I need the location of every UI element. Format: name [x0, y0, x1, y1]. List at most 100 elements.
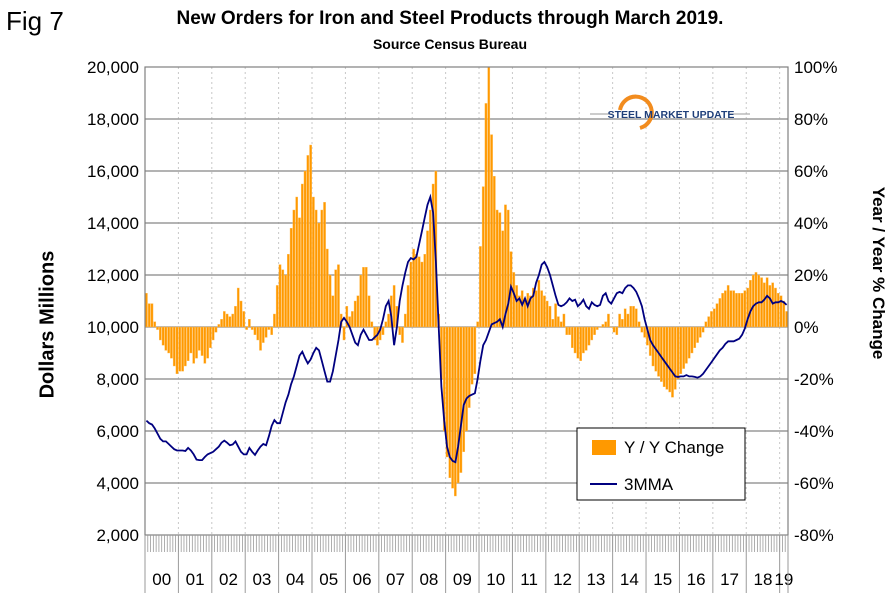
yoy-bar — [145, 293, 148, 328]
yoy-bar — [621, 319, 624, 328]
yoy-bar — [643, 326, 646, 338]
yoy-bar — [545, 300, 549, 328]
yoy-bar — [582, 326, 585, 354]
yoy-bar — [462, 326, 466, 453]
x-tick-label: 01 — [186, 570, 205, 589]
yoy-bar — [746, 287, 749, 328]
yoy-bar — [749, 280, 752, 328]
yoy-bar — [662, 326, 666, 387]
yoy-bar — [476, 321, 479, 328]
yoy-bar — [473, 326, 477, 374]
x-tick-label: 18 — [753, 570, 772, 589]
yoy-bar — [184, 326, 187, 367]
yoy-bar — [206, 326, 209, 359]
yoy-bar — [618, 313, 621, 328]
yoy-bar — [170, 326, 173, 359]
yoy-bar — [726, 285, 730, 328]
yoy-bar — [381, 326, 385, 336]
yoy-bar — [186, 326, 190, 361]
yoy-bar — [501, 230, 504, 328]
x-tick-label: 14 — [620, 570, 639, 589]
yoy-bar — [423, 253, 427, 328]
yoy-bar — [429, 209, 432, 328]
legend-bar-swatch — [592, 440, 616, 455]
yoy-bar — [309, 144, 312, 328]
yoy-bar — [278, 264, 282, 328]
yoy-bar — [740, 293, 744, 328]
yoy-bar — [415, 253, 418, 328]
y-tick-label: 2,000 — [96, 526, 139, 545]
yoy-bar — [270, 326, 273, 336]
y2-tick-label: 100% — [794, 58, 837, 77]
yoy-bar — [161, 326, 165, 346]
yoy-bar — [615, 326, 619, 336]
yoy-bar — [192, 326, 196, 364]
yoy-bar — [754, 272, 758, 328]
yoy-bar — [470, 326, 474, 385]
x-tick-label: 03 — [252, 570, 271, 589]
yoy-bar — [456, 326, 460, 484]
yoy-bar — [506, 209, 510, 328]
yoy-bar — [167, 326, 170, 354]
yoy-bar — [699, 326, 702, 338]
yoy-bar — [209, 326, 212, 348]
yoy-bar — [665, 326, 669, 390]
yoy-bar — [604, 321, 607, 328]
yoy-bar — [264, 326, 268, 338]
yoy-bar — [601, 324, 605, 328]
yoy-bar — [704, 321, 708, 328]
x-tick-label: 08 — [419, 570, 438, 589]
yoy-bar — [334, 269, 337, 328]
yoy-bar — [448, 326, 452, 479]
yoy-bar — [181, 326, 184, 372]
yoy-bar — [687, 326, 691, 359]
yoy-bar — [328, 274, 332, 328]
yoy-bar — [197, 326, 201, 351]
y-tick-label: 14,000 — [87, 214, 139, 233]
yoy-bar — [765, 277, 769, 328]
x-tick-label: 09 — [453, 570, 472, 589]
yoy-bar — [626, 313, 630, 328]
yoy-bar — [493, 175, 496, 328]
yoy-bar — [710, 311, 713, 328]
yoy-bar — [245, 326, 248, 330]
yoy-bar — [217, 324, 221, 328]
yoy-bar — [512, 272, 516, 328]
yoy-bar — [384, 321, 388, 328]
yoy-bar — [314, 209, 318, 328]
yoy-bar — [635, 308, 638, 328]
yoy-bar — [451, 326, 454, 489]
yoy-bar — [543, 295, 546, 328]
yoy-bar — [782, 300, 786, 328]
yoy-bar — [356, 295, 360, 328]
yoy-bar — [211, 326, 215, 341]
yoy-bar — [565, 326, 568, 336]
yoy-bar — [303, 170, 307, 328]
yoy-bar — [690, 326, 694, 354]
yoy-bar — [774, 287, 777, 328]
yoy-bar — [231, 313, 234, 328]
yoy-bar — [454, 326, 457, 497]
yoy-bar — [529, 295, 532, 328]
x-tick-label: 15 — [653, 570, 672, 589]
yoy-bar — [559, 321, 563, 328]
yoy-bar — [579, 326, 582, 361]
yoy-bar — [387, 313, 390, 328]
yoy-bar — [465, 326, 468, 432]
y2-tick-label: -60% — [794, 474, 834, 493]
yoy-bar — [685, 326, 688, 364]
yoy-bar — [779, 295, 783, 328]
yoy-bar — [228, 316, 232, 328]
x-tick-label: 19 — [774, 570, 793, 589]
yoy-bar — [287, 253, 290, 328]
yoy-bar — [637, 321, 641, 328]
yoy-bar — [312, 196, 315, 328]
yoy-bar — [175, 326, 179, 374]
yoy-bar — [629, 306, 633, 328]
yoy-bar — [573, 326, 577, 354]
yoy-bar — [300, 183, 304, 328]
yoy-bar — [467, 326, 471, 408]
yoy-bar — [557, 316, 560, 328]
yoy-bar — [771, 282, 774, 328]
yoy-bar — [295, 196, 298, 328]
